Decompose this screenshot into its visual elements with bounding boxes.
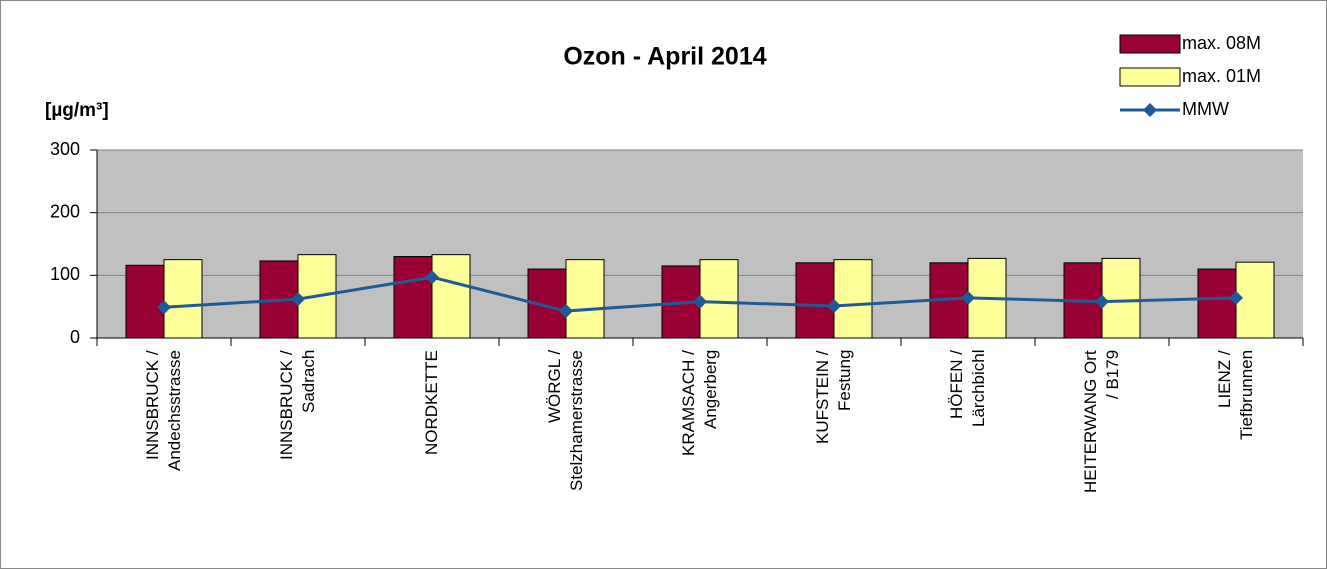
legend-label: max. 08M — [1182, 33, 1261, 53]
bar — [431, 254, 471, 339]
legend-marker — [1143, 103, 1157, 117]
marker — [961, 290, 975, 305]
bar — [795, 262, 835, 339]
x-tick-label: WÖRGL / Stelzhamerstrasse — [545, 350, 586, 491]
x-tick-label: HÖFEN / Lärchbichl — [947, 350, 988, 428]
x-tick-label: INNSBRUCK / Andechsstrasse — [143, 350, 184, 471]
legend-label: max. 01M — [1182, 66, 1261, 86]
marker — [693, 294, 707, 309]
marker — [291, 292, 305, 307]
bar — [1101, 257, 1141, 339]
marker — [827, 299, 841, 314]
legend-swatch — [1119, 67, 1181, 87]
y-tick-label: 0 — [70, 327, 80, 347]
chart-title: Ozon - April 2014 — [563, 43, 766, 71]
y-tick-label: 100 — [50, 264, 80, 284]
bar — [699, 259, 739, 339]
marker — [559, 304, 573, 319]
legend-swatch — [1119, 34, 1181, 54]
legend-label: MMW — [1182, 99, 1229, 119]
x-tick-label: NORDKETTE — [422, 350, 441, 455]
x-tick-label: INNSBRUCK / Sadrach — [277, 350, 318, 460]
x-tick-label: HEITERWANG Ort / B179 — [1081, 350, 1122, 493]
marker — [425, 270, 439, 285]
bar — [1235, 261, 1275, 339]
bar — [833, 259, 873, 339]
bar — [163, 259, 203, 339]
y-tick-label: 200 — [50, 201, 80, 221]
bar — [125, 264, 165, 339]
marker — [157, 300, 171, 315]
x-tick-label: KRAMSACH / Angerberg — [679, 350, 720, 456]
marker — [1229, 290, 1243, 305]
y-tick-label: 300 — [50, 139, 80, 159]
x-tick-label: LIENZ / Tiefbrunnen — [1215, 350, 1256, 441]
x-tick-label: KUFSTEIN / Festung — [813, 350, 854, 444]
marker — [1095, 294, 1109, 309]
bar — [565, 259, 605, 339]
bar — [393, 256, 433, 339]
y-axis-label: [µg/m³] — [45, 100, 109, 121]
bar — [1197, 268, 1237, 339]
